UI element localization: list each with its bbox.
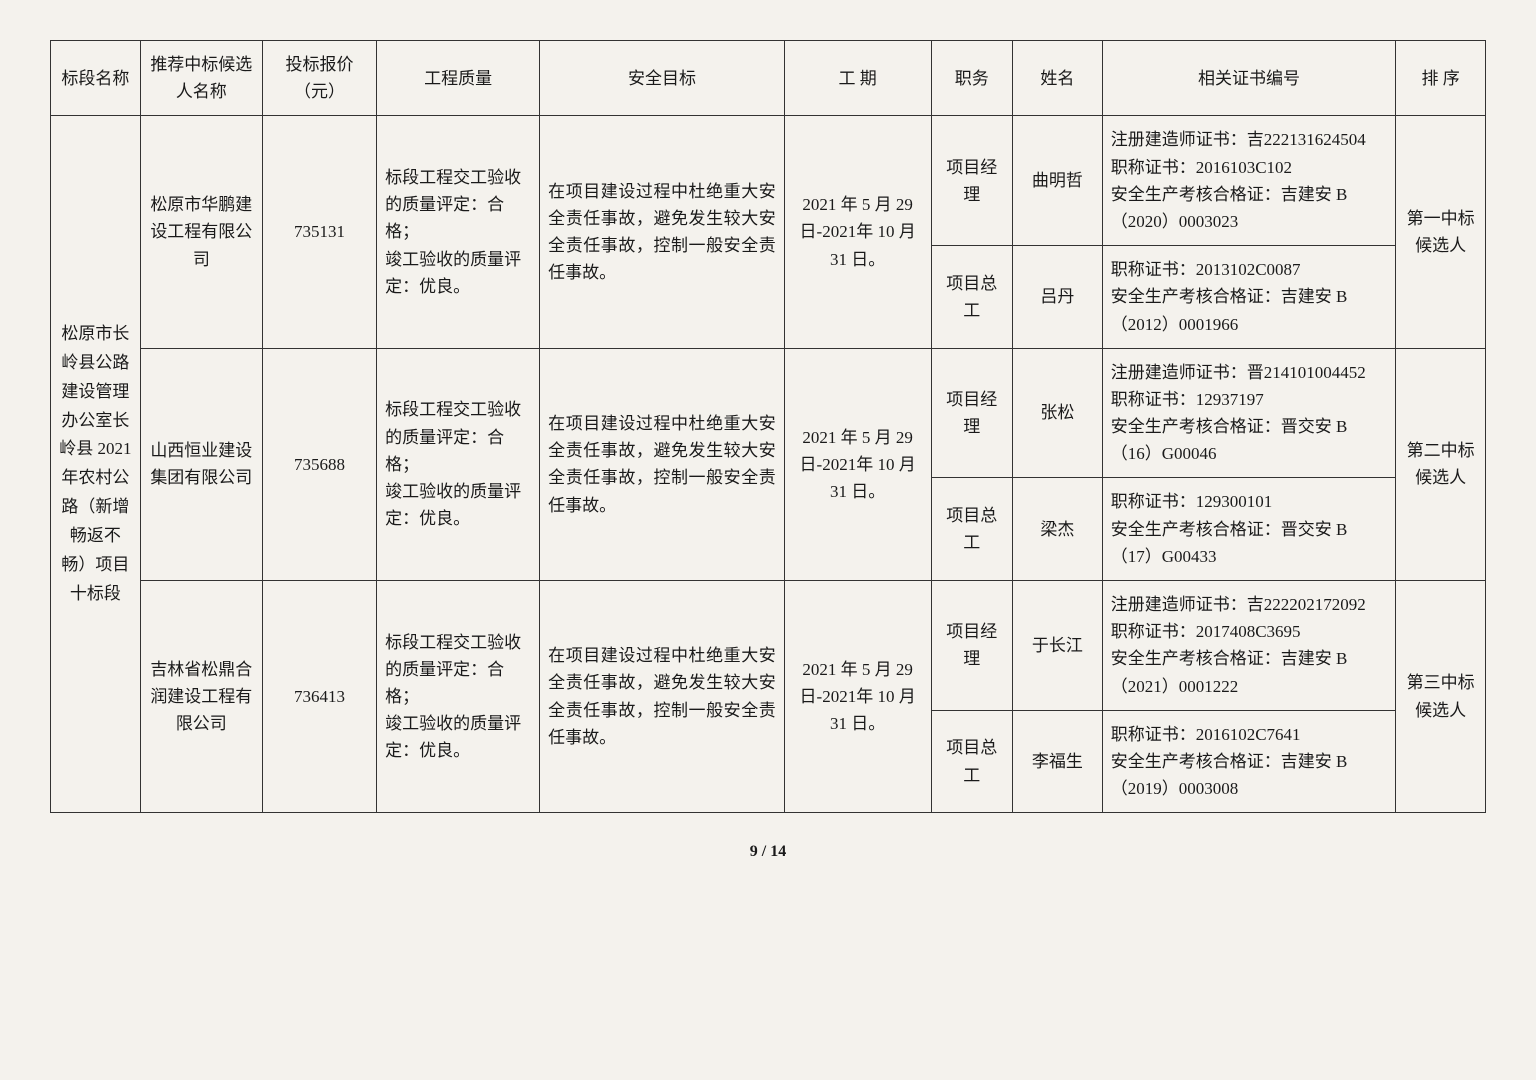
cell-duration: 2021 年 5 月 29 日-2021年 10 月 31 日。: [784, 581, 931, 813]
cell-section-name: 松原市长岭县公路建设管理办公室长岭县 2021 年农村公路（新增畅返不畅）项目十…: [51, 116, 141, 813]
cell-cert: 职称证书：2013102C0087安全生产考核合格证：吉建安 B（2012）00…: [1102, 246, 1396, 349]
cell-cert: 注册建造师证书：吉222131624504职称证书：2016103C102安全生…: [1102, 116, 1396, 246]
header-price: 投标报价（元）: [262, 41, 376, 116]
cell-price: 735131: [262, 116, 376, 348]
bid-candidates-table: 标段名称 推荐中标候选人名称 投标报价（元） 工程质量 安全目标 工 期 职务 …: [50, 40, 1486, 813]
cell-role: 项目总工: [931, 710, 1013, 813]
cell-staff-name: 梁杰: [1013, 478, 1103, 581]
cell-safety: 在项目建设过程中杜绝重大安全责任事故，避免发生较大安全责任事故，控制一般安全责任…: [540, 581, 785, 813]
cell-safety: 在项目建设过程中杜绝重大安全责任事故，避免发生较大安全责任事故，控制一般安全责任…: [540, 116, 785, 348]
table-row: 松原市长岭县公路建设管理办公室长岭县 2021 年农村公路（新增畅返不畅）项目十…: [51, 116, 1486, 246]
cell-company: 山西恒业建设集团有限公司: [140, 348, 262, 580]
header-role: 职务: [931, 41, 1013, 116]
cell-price: 736413: [262, 581, 376, 813]
header-quality: 工程质量: [377, 41, 540, 116]
header-duration: 工 期: [784, 41, 931, 116]
cell-role: 项目经理: [931, 116, 1013, 246]
page-number: 9 / 14: [50, 843, 1486, 861]
cell-cert: 职称证书：2016102C7641安全生产考核合格证：吉建安 B（2019）00…: [1102, 710, 1396, 813]
header-rank: 排 序: [1396, 41, 1486, 116]
table-row: 山西恒业建设集团有限公司 735688 标段工程交工验收的质量评定：合格；竣工验…: [51, 348, 1486, 478]
cell-role: 项目总工: [931, 246, 1013, 349]
cell-rank: 第三中标候选人: [1396, 581, 1486, 813]
table-row: 吉林省松鼎合润建设工程有限公司 736413 标段工程交工验收的质量评定：合格；…: [51, 581, 1486, 711]
cell-quality: 标段工程交工验收的质量评定：合格；竣工验收的质量评定：优良。: [377, 348, 540, 580]
cell-company: 松原市华鹏建设工程有限公司: [140, 116, 262, 348]
cell-staff-name: 李福生: [1013, 710, 1103, 813]
cell-role: 项目总工: [931, 478, 1013, 581]
cell-company: 吉林省松鼎合润建设工程有限公司: [140, 581, 262, 813]
cell-quality: 标段工程交工验收的质量评定：合格；竣工验收的质量评定：优良。: [377, 116, 540, 348]
cell-staff-name: 张松: [1013, 348, 1103, 478]
page-total: 14: [770, 843, 786, 860]
cell-price: 735688: [262, 348, 376, 580]
cell-rank: 第一中标候选人: [1396, 116, 1486, 348]
cell-duration: 2021 年 5 月 29 日-2021年 10 月 31 日。: [784, 348, 931, 580]
header-cert: 相关证书编号: [1102, 41, 1396, 116]
cell-cert: 注册建造师证书：吉222202172092职称证书：2017408C3695安全…: [1102, 581, 1396, 711]
header-name: 姓名: [1013, 41, 1103, 116]
cell-rank: 第二中标候选人: [1396, 348, 1486, 580]
cell-quality: 标段工程交工验收的质量评定：合格；竣工验收的质量评定：优良。: [377, 581, 540, 813]
cell-safety: 在项目建设过程中杜绝重大安全责任事故，避免发生较大安全责任事故，控制一般安全责任…: [540, 348, 785, 580]
page-current: 9: [750, 843, 758, 860]
cell-cert: 职称证书：129300101安全生产考核合格证：晋交安 B（17）G00433: [1102, 478, 1396, 581]
header-section: 标段名称: [51, 41, 141, 116]
cell-cert: 注册建造师证书：晋214101004452职称证书：12937197安全生产考核…: [1102, 348, 1396, 478]
cell-role: 项目经理: [931, 348, 1013, 478]
header-safety: 安全目标: [540, 41, 785, 116]
cell-staff-name: 曲明哲: [1013, 116, 1103, 246]
cell-role: 项目经理: [931, 581, 1013, 711]
header-candidate: 推荐中标候选人名称: [140, 41, 262, 116]
cell-duration: 2021 年 5 月 29 日-2021年 10 月 31 日。: [784, 116, 931, 348]
cell-staff-name: 吕丹: [1013, 246, 1103, 349]
table-header-row: 标段名称 推荐中标候选人名称 投标报价（元） 工程质量 安全目标 工 期 职务 …: [51, 41, 1486, 116]
cell-staff-name: 于长江: [1013, 581, 1103, 711]
